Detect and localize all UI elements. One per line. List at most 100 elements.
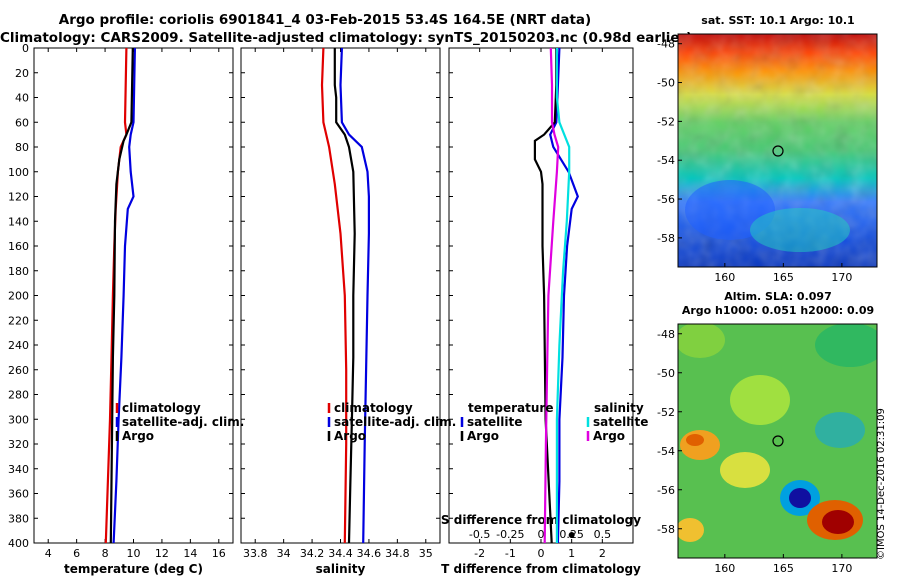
diff-line-s-satellite <box>555 48 571 543</box>
x-tick-label: 34 <box>277 547 291 560</box>
legend-label: satellite-adj. clim. <box>334 415 456 429</box>
depth-tick-label: 140 <box>8 215 29 228</box>
x-tick-label: 1 <box>568 547 575 560</box>
title-line-2: Climatology: CARS2009. Satellite-adjuste… <box>0 30 693 46</box>
depth-tick-label: 20 <box>15 67 29 80</box>
sst-map-frame <box>677 33 878 268</box>
s-tick-label: -0.5 <box>469 528 490 541</box>
x-tick-label: 0 <box>538 547 545 560</box>
map-y-tick-label: -56 <box>657 193 675 206</box>
x-tick-label: 6 <box>73 547 80 560</box>
diff-line-s-argo <box>543 47 560 544</box>
map-y-tick-label: -48 <box>657 38 675 51</box>
depth-tick-label: 340 <box>8 463 29 476</box>
depth-tick-label: 240 <box>8 339 29 352</box>
map1-title: sat. SST: 10.1 Argo: 10.1 <box>701 14 855 27</box>
depth-tick-label: 0 <box>22 42 29 55</box>
map-y-tick-label: -50 <box>657 367 675 380</box>
x-axis-label: salinity <box>316 562 366 576</box>
map-x-tick-label: 170 <box>831 562 852 575</box>
sla-map-frame <box>677 323 878 559</box>
depth-tick-label: 160 <box>8 240 29 253</box>
map-y-tick-label: -58 <box>657 523 675 536</box>
x-tick-label: 8 <box>102 547 109 560</box>
map-x-tick-label: 160 <box>714 562 735 575</box>
salinity-panel <box>240 47 441 544</box>
s-tick-label: -0.25 <box>496 528 524 541</box>
map-x-tick-label: 165 <box>773 271 794 284</box>
depth-tick-label: 120 <box>8 191 29 204</box>
x-tick-label: 12 <box>155 547 169 560</box>
salinity-line-climatology <box>320 47 348 544</box>
legend-label: Argo <box>467 429 499 443</box>
x-tick-label: 34.2 <box>300 547 325 560</box>
map-y-tick-label: -56 <box>657 484 675 497</box>
legend-label: Argo <box>593 429 625 443</box>
legend-label: satellite <box>593 415 648 429</box>
map-y-tick-label: -54 <box>657 445 675 458</box>
x-tick-label: 35 <box>419 547 433 560</box>
diff-line-t-argo <box>533 48 558 544</box>
depth-tick-label: 280 <box>8 389 29 402</box>
map-y-tick-label: -48 <box>657 328 675 341</box>
sst-map <box>678 34 877 267</box>
x-tick-label: 34.6 <box>357 547 382 560</box>
depth-tick-label: 380 <box>8 512 29 525</box>
legend-label: Argo <box>122 429 154 443</box>
depth-tick-label: 200 <box>8 290 29 303</box>
salinity-line-argo <box>333 48 356 544</box>
x-axis-label: temperature (deg C) <box>64 562 203 576</box>
temperature-line-satellite-adj-clim- <box>112 47 136 544</box>
depth-tick-label: 360 <box>8 488 29 501</box>
map-x-tick-label: 165 <box>773 562 794 575</box>
legend-label: satellite-adj. clim. <box>122 415 244 429</box>
depth-tick-label: 180 <box>8 265 29 278</box>
map-x-tick-label: 160 <box>714 271 735 284</box>
depth-tick-label: 320 <box>8 438 29 451</box>
x-tick-label: 4 <box>45 547 52 560</box>
x-tick-label: 14 <box>183 547 197 560</box>
map2-title-line-1: Altim. SLA: 0.097 <box>724 290 832 303</box>
sst-argo-marker <box>772 145 784 157</box>
depth-tick-label: 80 <box>15 141 29 154</box>
depth-tick-label: 300 <box>8 413 29 426</box>
salinity-line-satellite-adj-clim- <box>339 47 370 544</box>
legend-header-s: salinity <box>594 401 644 415</box>
sla-map <box>678 324 877 558</box>
legend-label: climatology <box>334 401 413 415</box>
legend-label: Argo <box>334 429 366 443</box>
x-tick-label: -1 <box>505 547 516 560</box>
legend-label: satellite <box>467 415 522 429</box>
map-x-tick-label: 170 <box>831 271 852 284</box>
title-line-1: Argo profile: coriolis 6901841_4 03-Feb-… <box>58 12 592 28</box>
depth-tick-label: 40 <box>15 92 29 105</box>
depth-tick-label: 260 <box>8 364 29 377</box>
s-tick-label: 0 <box>538 528 545 541</box>
x-tick-label: 33.8 <box>243 547 268 560</box>
map2-title-line-2: Argo h1000: 0.051 h2000: 0.09 <box>681 304 875 317</box>
x-tick-label: 16 <box>212 547 226 560</box>
depth-tick-label: 220 <box>8 314 29 327</box>
x-tick-label: 2 <box>599 547 606 560</box>
x-tick-label: 34.8 <box>385 547 410 560</box>
depth-tick-label: 100 <box>8 166 29 179</box>
x-tick-label: 34.4 <box>328 547 353 560</box>
difference-panel <box>448 47 634 544</box>
depth-tick-label: 400 <box>8 537 29 550</box>
legend-label: climatology <box>122 401 201 415</box>
depth-tick-label: 60 <box>15 116 29 129</box>
map-y-tick-label: -54 <box>657 154 675 167</box>
x-tick-label: -2 <box>474 547 485 560</box>
diff-line-t-satellite <box>549 47 579 544</box>
map-y-tick-label: -52 <box>657 115 675 128</box>
map-y-tick-label: -58 <box>657 232 675 245</box>
temperature-line-argo <box>109 47 134 544</box>
map-y-tick-label: -50 <box>657 77 675 90</box>
diff-marker <box>568 532 575 538</box>
x-axis-label: T difference from climatology <box>441 562 641 576</box>
s-axis-label: S difference from climatology <box>441 513 641 527</box>
legend-header-t: temperature <box>468 401 553 415</box>
sla-argo-marker <box>772 435 784 447</box>
s-tick-label: 0.5 <box>594 528 612 541</box>
